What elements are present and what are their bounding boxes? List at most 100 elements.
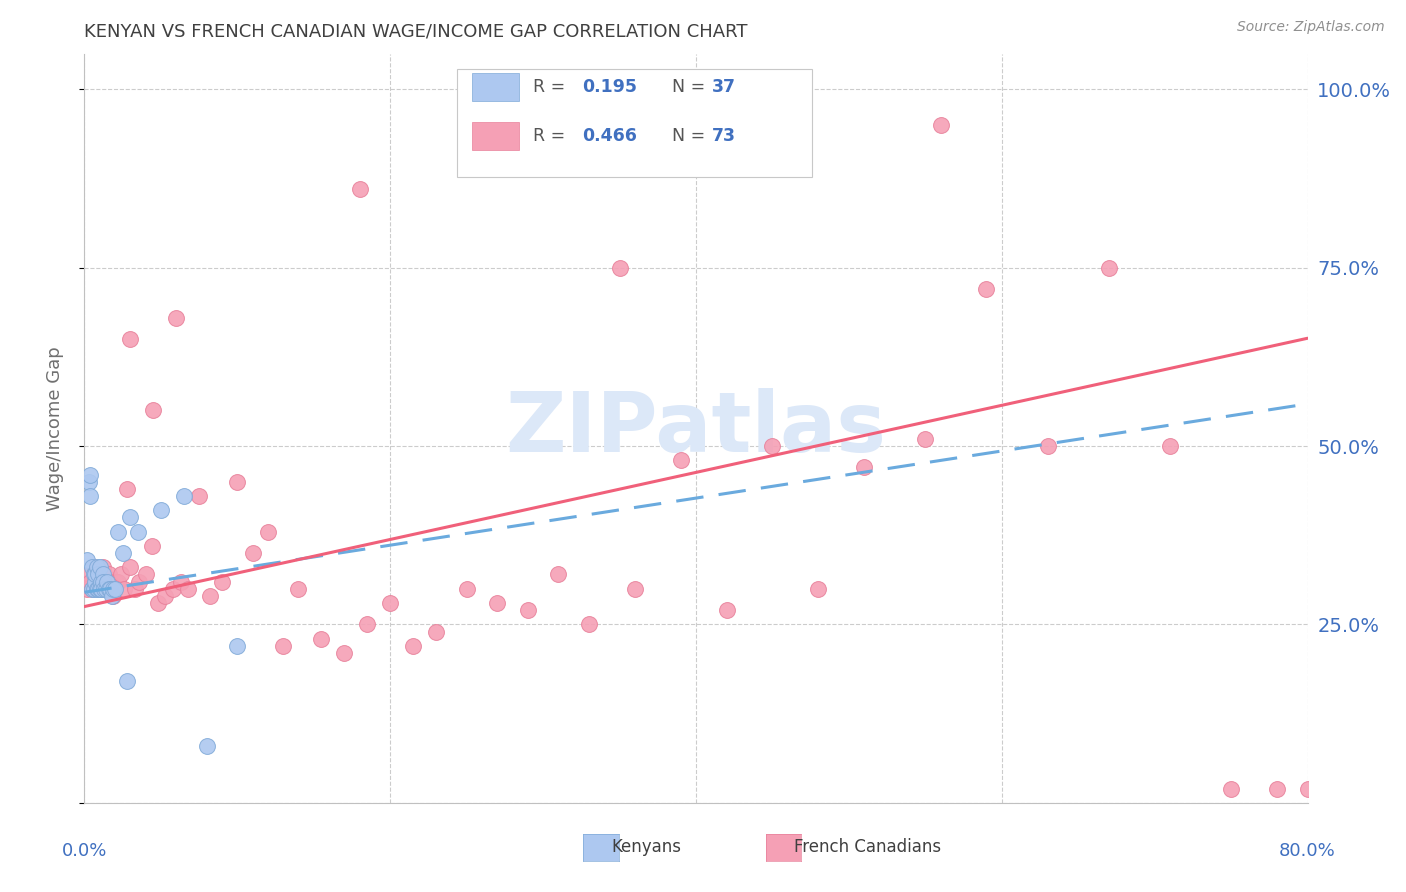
Text: 73: 73 bbox=[711, 127, 735, 145]
Point bbox=[104, 582, 127, 596]
Text: R =: R = bbox=[533, 127, 571, 145]
Point bbox=[516, 603, 538, 617]
Point bbox=[226, 639, 249, 653]
Point bbox=[101, 589, 124, 603]
Point bbox=[103, 582, 125, 596]
Point bbox=[84, 574, 107, 589]
Point bbox=[87, 582, 110, 596]
Point bbox=[96, 582, 118, 596]
Point bbox=[86, 560, 108, 574]
Point bbox=[380, 596, 402, 610]
Point bbox=[1296, 781, 1319, 796]
Point bbox=[311, 632, 333, 646]
Point bbox=[112, 582, 135, 596]
Point bbox=[146, 596, 169, 610]
Point bbox=[83, 560, 105, 574]
Point bbox=[242, 546, 264, 560]
Point bbox=[115, 674, 138, 689]
Point bbox=[91, 567, 114, 582]
Point bbox=[609, 260, 631, 275]
Text: 0.466: 0.466 bbox=[582, 127, 637, 145]
Point bbox=[211, 574, 233, 589]
Point bbox=[162, 582, 184, 596]
Point bbox=[90, 582, 112, 596]
Point bbox=[271, 639, 294, 653]
Point bbox=[141, 539, 163, 553]
Point bbox=[1159, 439, 1181, 453]
Text: French Canadians: French Canadians bbox=[794, 838, 942, 856]
Point bbox=[90, 574, 112, 589]
Point bbox=[93, 582, 115, 596]
Point bbox=[402, 639, 425, 653]
Point bbox=[456, 582, 478, 596]
Point bbox=[76, 553, 98, 567]
Point bbox=[96, 574, 118, 589]
Point bbox=[84, 567, 107, 582]
Point bbox=[83, 582, 105, 596]
Point bbox=[425, 624, 447, 639]
Point bbox=[127, 524, 149, 539]
Point bbox=[77, 475, 100, 489]
Point bbox=[115, 482, 138, 496]
Point bbox=[90, 582, 112, 596]
Point bbox=[91, 574, 114, 589]
FancyBboxPatch shape bbox=[457, 69, 813, 178]
Point bbox=[120, 332, 142, 346]
Point bbox=[110, 567, 132, 582]
Point bbox=[135, 567, 157, 582]
Point bbox=[105, 574, 128, 589]
Point bbox=[195, 739, 218, 753]
Point bbox=[77, 567, 100, 582]
Text: R =: R = bbox=[533, 78, 571, 96]
Point bbox=[669, 453, 692, 467]
Point bbox=[333, 646, 356, 660]
Point bbox=[103, 589, 125, 603]
Point bbox=[80, 582, 103, 596]
Point bbox=[89, 574, 111, 589]
Point bbox=[356, 617, 378, 632]
Point bbox=[349, 182, 371, 196]
Point bbox=[86, 567, 108, 582]
Point bbox=[97, 582, 120, 596]
Point bbox=[1098, 260, 1121, 275]
Point bbox=[173, 489, 195, 503]
Point bbox=[177, 582, 200, 596]
FancyBboxPatch shape bbox=[472, 73, 519, 102]
Point bbox=[91, 560, 114, 574]
Text: Kenyans: Kenyans bbox=[612, 838, 682, 856]
Point bbox=[104, 582, 127, 596]
Text: N =: N = bbox=[672, 127, 710, 145]
Point bbox=[124, 582, 146, 596]
Point bbox=[929, 118, 952, 132]
Point bbox=[89, 582, 111, 596]
Point bbox=[287, 582, 309, 596]
Point bbox=[761, 439, 783, 453]
Point bbox=[1265, 781, 1288, 796]
Point bbox=[98, 582, 121, 596]
Point bbox=[83, 567, 105, 582]
Point bbox=[84, 574, 107, 589]
Point bbox=[1220, 781, 1243, 796]
Point bbox=[79, 489, 101, 503]
Point bbox=[128, 574, 150, 589]
Point bbox=[87, 567, 110, 582]
Text: N =: N = bbox=[672, 78, 710, 96]
Point bbox=[155, 589, 177, 603]
Text: 80.0%: 80.0% bbox=[1279, 842, 1336, 860]
Point bbox=[111, 546, 134, 560]
Point bbox=[93, 567, 115, 582]
Point bbox=[624, 582, 647, 596]
Point bbox=[149, 503, 172, 517]
Point bbox=[76, 582, 98, 596]
Point bbox=[170, 574, 193, 589]
Point bbox=[89, 560, 111, 574]
Point bbox=[86, 582, 108, 596]
Point bbox=[94, 582, 117, 596]
Point bbox=[486, 596, 509, 610]
Point bbox=[807, 582, 830, 596]
Point bbox=[107, 574, 129, 589]
Point bbox=[853, 460, 876, 475]
Point bbox=[101, 582, 124, 596]
Y-axis label: Wage/Income Gap: Wage/Income Gap bbox=[45, 346, 63, 510]
Point bbox=[976, 282, 998, 296]
